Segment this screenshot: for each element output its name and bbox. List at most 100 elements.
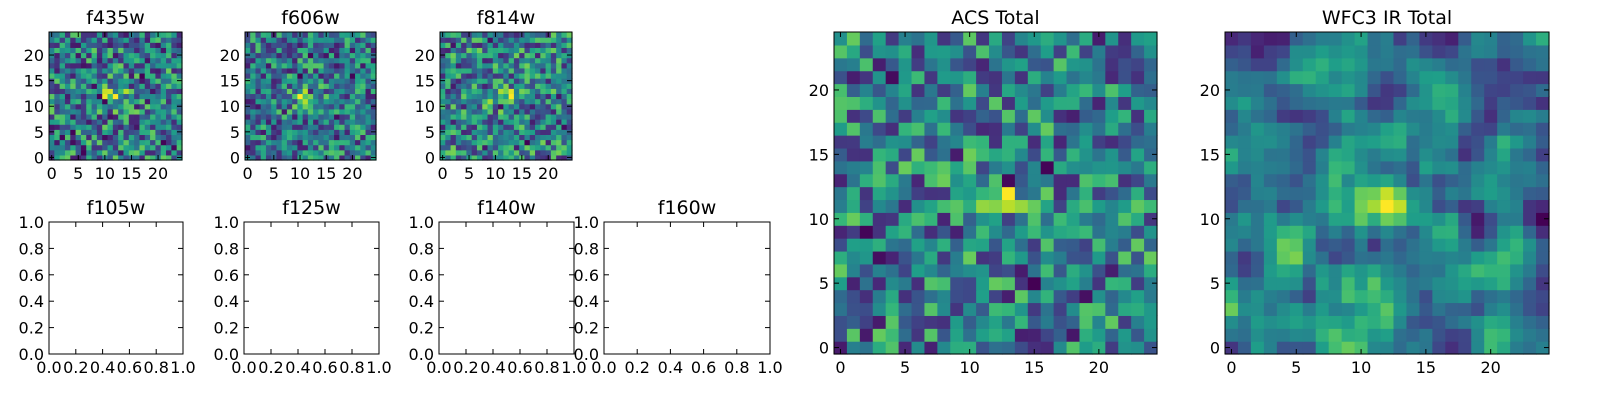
heatmap-cell xyxy=(59,88,66,95)
heatmap-cell xyxy=(323,47,330,54)
heatmap-cell xyxy=(349,88,356,95)
heatmap-cell xyxy=(1014,289,1029,304)
heatmap-cell xyxy=(1079,328,1093,342)
heatmap-cell xyxy=(80,67,87,74)
heatmap-cell xyxy=(292,144,298,151)
heatmap-cell xyxy=(535,62,541,69)
heatmap-cell xyxy=(1510,173,1524,188)
heatmap-cell xyxy=(1237,238,1252,252)
heatmap-cell xyxy=(482,72,489,79)
heatmap-cell xyxy=(872,199,887,213)
heatmap-cell xyxy=(498,98,504,105)
heatmap-cell xyxy=(1341,109,1356,123)
heatmap-cell xyxy=(1354,212,1369,226)
heatmap-cell xyxy=(1001,328,1016,342)
x-tick-label: 20 xyxy=(148,164,168,183)
heatmap-cell xyxy=(1131,32,1145,46)
heatmap-cell xyxy=(550,139,557,146)
heatmap-cell xyxy=(360,98,367,105)
heatmap-cell xyxy=(271,57,278,64)
heatmap-cell xyxy=(529,88,536,95)
heatmap-cell xyxy=(1380,186,1395,201)
heatmap-cell xyxy=(80,154,87,161)
heatmap-cell xyxy=(556,32,563,38)
heatmap-cell xyxy=(1276,276,1291,291)
heatmap-cell xyxy=(334,78,340,84)
axes-frame xyxy=(48,31,183,161)
heatmap-cell xyxy=(1393,173,1408,188)
heatmap-cell xyxy=(54,134,61,141)
x-tick-label: 0.2 xyxy=(258,358,283,377)
heatmap-cell xyxy=(1144,302,1158,316)
heatmap-cell xyxy=(1536,276,1550,291)
heatmap-cell xyxy=(123,119,130,125)
heatmap-cell xyxy=(508,103,515,110)
heatmap-cell xyxy=(498,119,504,125)
heatmap-cell xyxy=(80,144,87,151)
heatmap-cell xyxy=(1536,135,1550,149)
heatmap-cell xyxy=(128,57,135,64)
heatmap-cell xyxy=(334,124,340,130)
heatmap-cell xyxy=(1066,250,1081,265)
heatmap-cell xyxy=(1131,122,1145,136)
heatmap-cell xyxy=(561,149,568,156)
heatmap-cell xyxy=(834,276,848,291)
heatmap-cell xyxy=(155,119,162,125)
heatmap-cell xyxy=(70,83,77,89)
heatmap-cell xyxy=(176,67,183,74)
heatmap-cell xyxy=(535,103,541,110)
heatmap-cell xyxy=(64,113,71,120)
heatmap-cell xyxy=(556,93,563,100)
heatmap-cell xyxy=(328,134,335,141)
heatmap-cell xyxy=(1092,225,1106,239)
heatmap-cell xyxy=(1458,83,1472,97)
heatmap-cell xyxy=(176,149,183,156)
heatmap-cell xyxy=(292,37,298,43)
heatmap-cell xyxy=(1118,199,1132,213)
heatmap-cell xyxy=(307,83,314,89)
heatmap-cell xyxy=(370,139,377,146)
heatmap-cell xyxy=(1237,225,1252,239)
heatmap-cell xyxy=(150,67,156,74)
heatmap-cell xyxy=(118,72,125,79)
heatmap-cell xyxy=(872,70,887,85)
axes-frame xyxy=(48,221,184,355)
heatmap-cell xyxy=(487,67,494,74)
heatmap-cell xyxy=(1105,70,1119,85)
heatmap-cell xyxy=(349,72,356,79)
heatmap-cell xyxy=(498,37,504,43)
heatmap-cell xyxy=(1354,160,1369,175)
heatmap-cell xyxy=(1393,276,1408,291)
heatmap-cell xyxy=(292,103,298,110)
heatmap-cell xyxy=(545,83,552,89)
heatmap-cell xyxy=(297,88,304,95)
heatmap-cell xyxy=(1289,328,1304,342)
heatmap-cell xyxy=(355,42,361,48)
heatmap-cell xyxy=(328,129,335,135)
heatmap-cell xyxy=(1302,83,1317,97)
heatmap-cell xyxy=(80,83,87,89)
heatmap-cell xyxy=(872,109,887,123)
heatmap-cell xyxy=(64,98,71,105)
heatmap-cell xyxy=(482,78,489,84)
heatmap-cell xyxy=(281,154,288,161)
heatmap-cell xyxy=(846,44,861,59)
heatmap-cell xyxy=(471,154,478,161)
heatmap-cell xyxy=(360,108,367,115)
heatmap-cell xyxy=(112,124,119,130)
heatmap-cell xyxy=(1250,263,1265,278)
heatmap-cell xyxy=(1471,122,1485,136)
heatmap-cell xyxy=(123,47,130,54)
heatmap-cell xyxy=(107,134,114,141)
heatmap-cell xyxy=(265,62,272,69)
heatmap-cell xyxy=(107,62,114,69)
heatmap-cell xyxy=(1105,173,1119,188)
heatmap-cell xyxy=(1092,135,1106,149)
heatmap-cell xyxy=(455,139,462,146)
heatmap-cell xyxy=(75,37,82,43)
heatmap-cell xyxy=(455,93,462,100)
heatmap-cell xyxy=(1432,57,1446,72)
heatmap-cell xyxy=(75,144,82,151)
